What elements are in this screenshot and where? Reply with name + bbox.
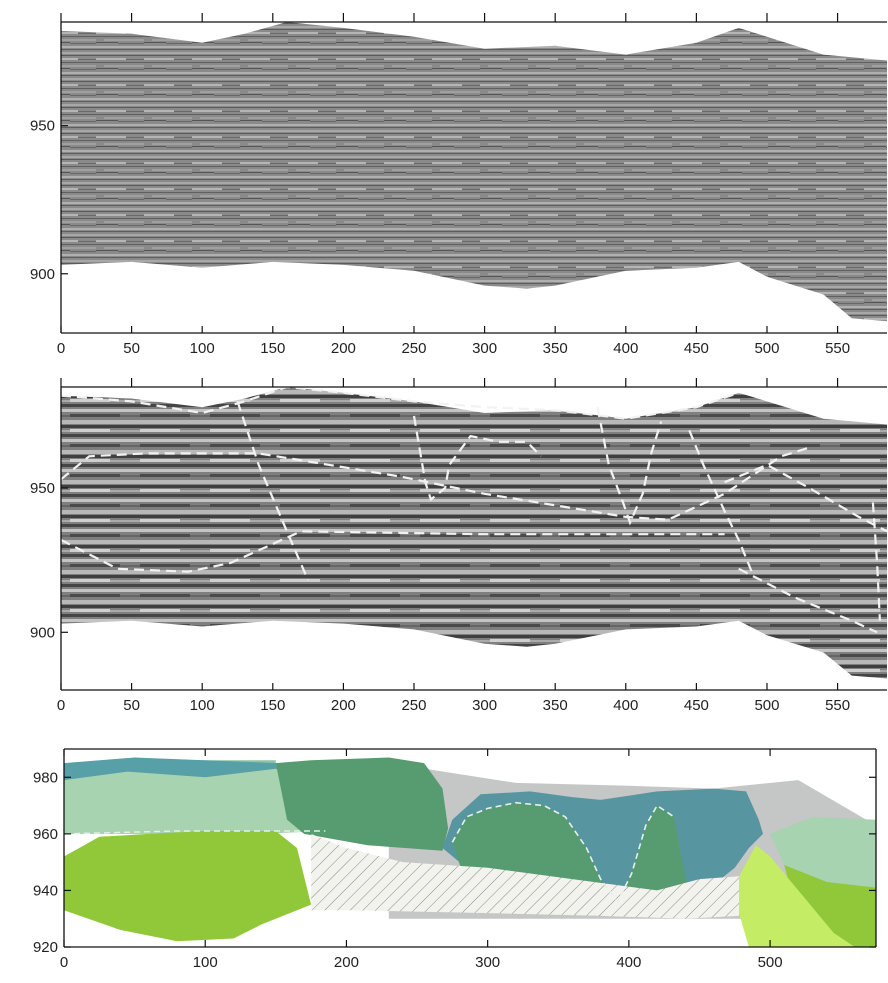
x-tick-label: 450 <box>684 697 709 714</box>
y-tick-label: 950 <box>30 480 55 497</box>
x-tick-label: 100 <box>190 697 215 714</box>
x-tick-label: 400 <box>616 954 641 971</box>
y-tick-label: 950 <box>30 118 55 135</box>
x-tick-label: 500 <box>754 697 779 714</box>
interpretation-lines <box>61 387 887 634</box>
x-tick-label: 50 <box>123 340 140 357</box>
x-tick-label: 250 <box>401 697 426 714</box>
geological-unit <box>739 845 855 947</box>
x-tick-label: 50 <box>123 697 140 714</box>
y-tick-label: 900 <box>30 624 55 641</box>
interpretation-line <box>412 415 542 502</box>
interpretation-line <box>61 446 810 521</box>
interpretation-line <box>724 463 887 533</box>
unit-boundary <box>64 830 326 835</box>
y-tick-label: 980 <box>33 769 58 786</box>
geological-model-panel: 0 100 200 300 400 500 980 960 940 920 <box>33 748 877 971</box>
interpretation-line <box>61 530 725 573</box>
y-tick-label: 900 <box>30 266 55 283</box>
unit-boundary <box>451 801 675 904</box>
y-tick-label: 940 <box>33 882 58 899</box>
x-tick-label: 500 <box>754 340 779 357</box>
x-tick-label: 150 <box>260 340 285 357</box>
seismic-section-body <box>61 22 887 322</box>
panel1-axes: 0 50 100 150 200 250 300 350 400 450 500 550 950 900 <box>30 13 887 357</box>
x-tick-label: 500 <box>758 954 783 971</box>
x-tick-label: 250 <box>401 340 426 357</box>
y-tick-label: 920 <box>33 939 58 956</box>
geological-unit <box>64 768 326 834</box>
x-tick-label: 0 <box>57 697 65 714</box>
x-tick-label: 200 <box>331 697 356 714</box>
x-tick-label: 350 <box>543 340 568 357</box>
interpretation-line <box>596 406 663 526</box>
interpretation-line <box>61 387 740 420</box>
x-tick-label: 100 <box>190 340 215 357</box>
y-tick-label: 960 <box>33 826 58 843</box>
interpreted-section-body <box>61 387 887 679</box>
geological-units <box>64 757 876 947</box>
seismic-panel: 0 50 100 150 200 250 300 350 400 450 500 550 950 900 <box>30 13 887 357</box>
hatched-unit <box>311 833 739 919</box>
x-tick-label: 300 <box>472 340 497 357</box>
x-tick-label: 300 <box>475 954 500 971</box>
x-tick-label: 0 <box>60 954 68 971</box>
x-tick-label: 450 <box>684 340 709 357</box>
interpretation-line <box>688 429 754 576</box>
panel3-axes: 0 100 200 300 400 500 980 960 940 920 <box>33 748 877 971</box>
x-tick-label: 350 <box>543 697 568 714</box>
geological-unit <box>275 757 449 851</box>
x-tick-label: 200 <box>331 340 356 357</box>
x-tick-label: 400 <box>613 340 638 357</box>
x-tick-label: 0 <box>57 340 65 357</box>
interpreted-panel: 0 50 100 150 200 250 300 350 400 450 500 550 950 900 <box>30 378 887 714</box>
x-tick-label: 400 <box>613 697 638 714</box>
geological-unit <box>784 865 876 947</box>
geological-unit <box>770 816 876 888</box>
x-tick-label: 100 <box>193 954 218 971</box>
panel2-axes: 0 50 100 150 200 250 300 350 400 450 500 550 950 900 <box>30 378 887 714</box>
interpretation-line <box>871 502 881 621</box>
interpretation-line <box>236 401 310 581</box>
x-tick-label: 200 <box>334 954 359 971</box>
x-tick-label: 550 <box>825 340 850 357</box>
x-tick-label: 300 <box>472 697 497 714</box>
geological-unit <box>64 831 312 942</box>
x-tick-label: 150 <box>260 697 285 714</box>
x-tick-label: 550 <box>825 697 850 714</box>
